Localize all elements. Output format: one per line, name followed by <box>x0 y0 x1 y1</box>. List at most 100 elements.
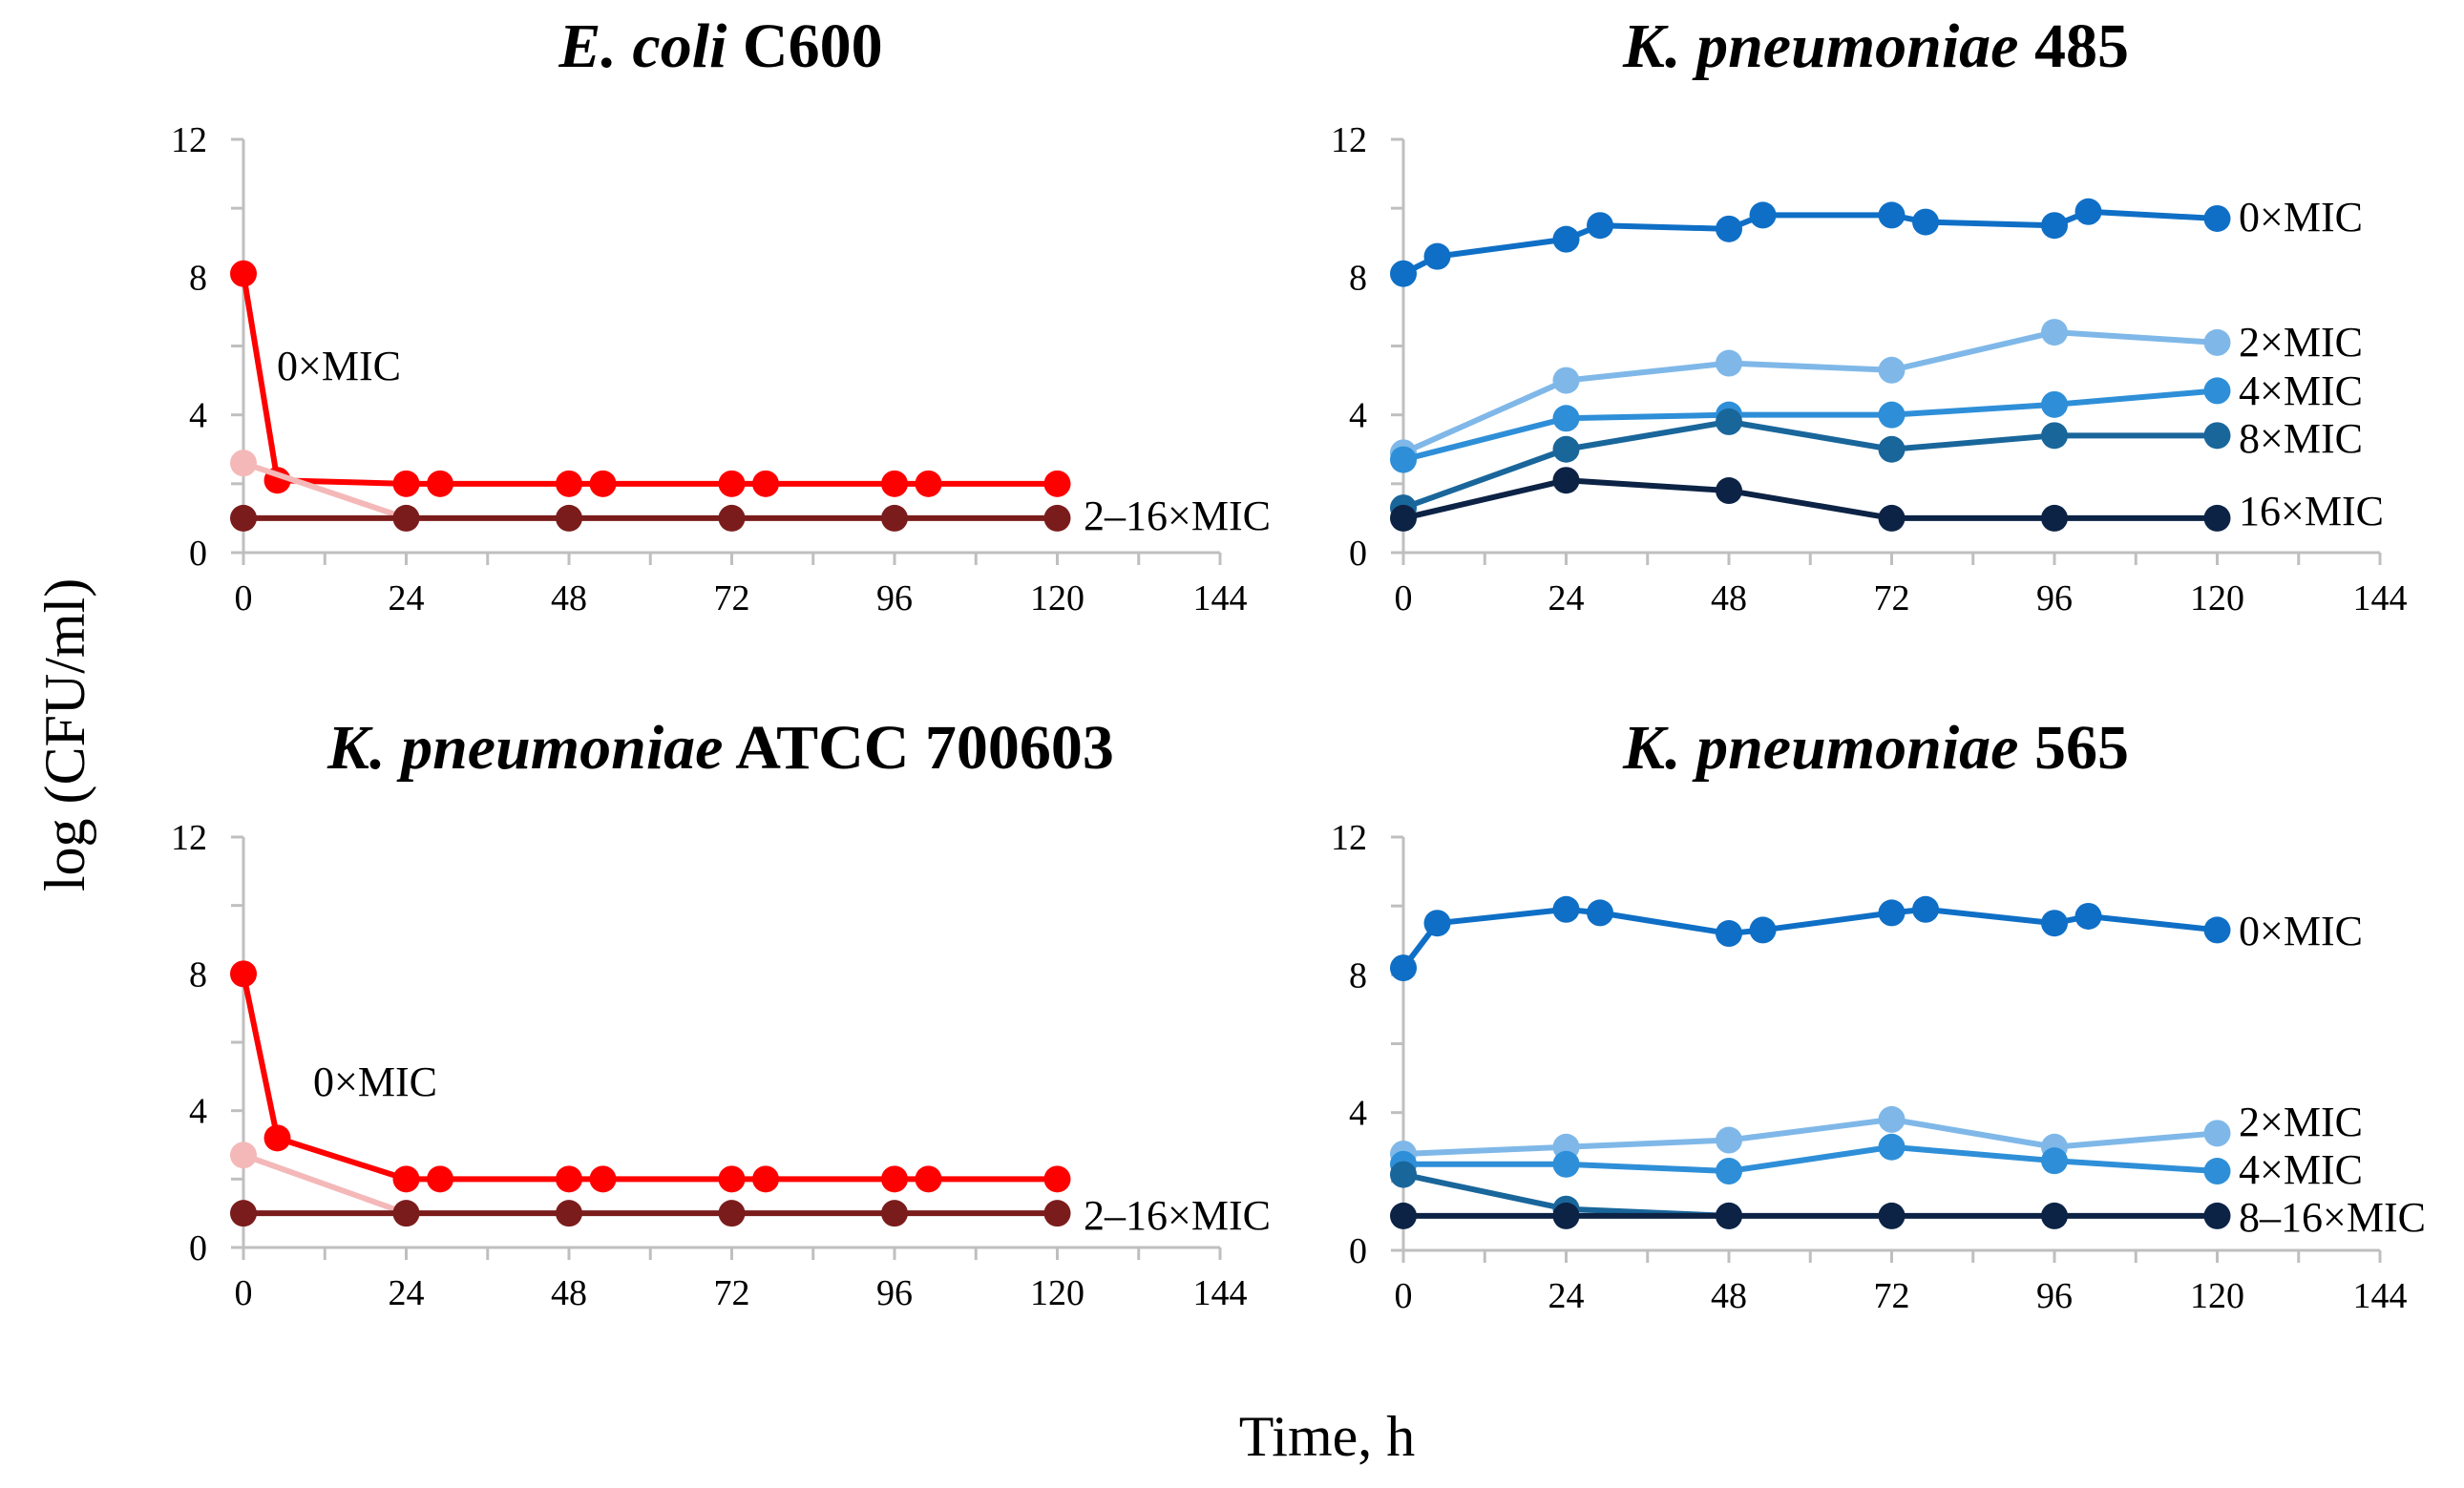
data-point <box>1587 899 1614 927</box>
data-point <box>2074 902 2102 930</box>
y-tick-label: 8 <box>189 258 207 298</box>
panel-title-rest: ATCC 700603 <box>723 713 1113 783</box>
x-tick-label: 120 <box>2190 1276 2244 1316</box>
data-point <box>2203 328 2231 356</box>
data-point <box>2041 1202 2068 1229</box>
y-tick-label: 0 <box>189 1228 207 1268</box>
data-point <box>392 470 420 497</box>
y-tick-label: 12 <box>171 120 207 160</box>
series-0×MIC <box>230 960 1071 1193</box>
y-tick-label: 4 <box>1349 396 1367 436</box>
series-line <box>242 1152 408 1216</box>
data-point <box>1716 349 1742 377</box>
data-point <box>230 260 257 287</box>
y-tick-label: 0 <box>1349 1231 1367 1271</box>
series-4×MIC <box>1390 377 2231 473</box>
data-point <box>1716 215 1742 242</box>
y-tick-label: 0 <box>1349 534 1367 574</box>
panel-title: K. pneumoniae 565 <box>1622 713 2129 783</box>
data-point <box>589 1165 617 1193</box>
data-point <box>718 470 746 497</box>
series-2–16×MIC <box>230 504 1071 532</box>
data-point <box>1552 367 1580 394</box>
data-point <box>1716 408 1742 435</box>
data-point <box>2074 198 2102 225</box>
data-point <box>1390 954 1417 982</box>
series-label: 2×MIC <box>2239 1099 2363 1145</box>
data-point <box>2203 1202 2231 1229</box>
data-point <box>1878 1202 1906 1229</box>
data-point <box>392 1165 420 1193</box>
data-point <box>556 470 582 497</box>
data-point <box>2041 910 2068 937</box>
series-8×MIC <box>1390 408 2231 522</box>
x-tick-label: 48 <box>1711 578 1747 618</box>
y-tick-label: 8 <box>189 954 207 995</box>
series-label: 8–16×MIC <box>2239 1194 2426 1241</box>
data-point <box>1878 504 1906 532</box>
data-point <box>2203 422 2231 450</box>
data-point <box>230 450 257 477</box>
data-point <box>1043 1165 1071 1193</box>
data-point <box>915 470 942 497</box>
x-tick-label: 120 <box>2190 578 2244 618</box>
data-point <box>1716 1202 1742 1229</box>
data-point <box>556 1165 582 1193</box>
x-tick-label: 72 <box>714 578 750 618</box>
series-label: 8×MIC <box>2239 415 2363 462</box>
data-point <box>1912 895 1940 923</box>
data-point <box>2041 212 2068 240</box>
x-tick-label: 72 <box>714 1273 750 1313</box>
data-point <box>881 504 908 532</box>
panel-title-rest: C600 <box>727 11 882 81</box>
data-point <box>427 470 454 497</box>
x-tick-label: 48 <box>1711 1276 1747 1316</box>
x-tick-label: 0 <box>235 578 253 618</box>
x-tick-label: 120 <box>1030 578 1085 618</box>
data-point <box>2041 1147 2068 1175</box>
data-point <box>1552 225 1580 253</box>
series-line <box>1401 418 2218 511</box>
x-tick-label: 72 <box>1874 578 1910 618</box>
x-tick-label: 48 <box>551 1273 587 1313</box>
data-point <box>1749 201 1777 229</box>
x-axis-title: Time, h <box>1239 1405 1416 1468</box>
x-tick-label: 48 <box>551 578 587 618</box>
data-point <box>1043 504 1071 532</box>
series-label: 4×MIC <box>2239 367 2363 414</box>
data-point <box>556 504 582 532</box>
data-point <box>1716 920 1742 948</box>
x-tick-label: 24 <box>1548 1276 1585 1316</box>
y-tick-label: 12 <box>1331 120 1367 160</box>
series-line <box>1402 388 2218 463</box>
panel-title-italic: E. coli <box>558 11 727 81</box>
data-point <box>589 470 617 497</box>
data-point <box>1878 899 1906 927</box>
data-point <box>392 1200 420 1227</box>
series-2–16×MIC <box>230 1200 1071 1227</box>
x-tick-label: 0 <box>1395 578 1413 618</box>
series-label: 0×MIC <box>2239 194 2363 241</box>
series-0×MIC <box>230 260 1071 497</box>
series-label: 0×MIC <box>2239 908 2363 954</box>
data-point <box>427 1165 454 1193</box>
data-point <box>881 1200 908 1227</box>
series-label: 4×MIC <box>2239 1146 2363 1193</box>
series-label: 0×MIC <box>277 343 401 389</box>
data-point <box>230 1200 257 1227</box>
y-tick-label: 12 <box>1331 818 1367 858</box>
data-point <box>1390 446 1417 473</box>
x-tick-label: 96 <box>876 1273 913 1313</box>
data-point <box>263 1124 291 1152</box>
series-line <box>1401 329 2218 456</box>
data-point <box>2203 1158 2231 1185</box>
data-point <box>1390 260 1417 287</box>
data-point <box>1716 1158 1742 1185</box>
series-0×MIC <box>1390 895 2231 982</box>
data-point <box>2041 504 2068 532</box>
